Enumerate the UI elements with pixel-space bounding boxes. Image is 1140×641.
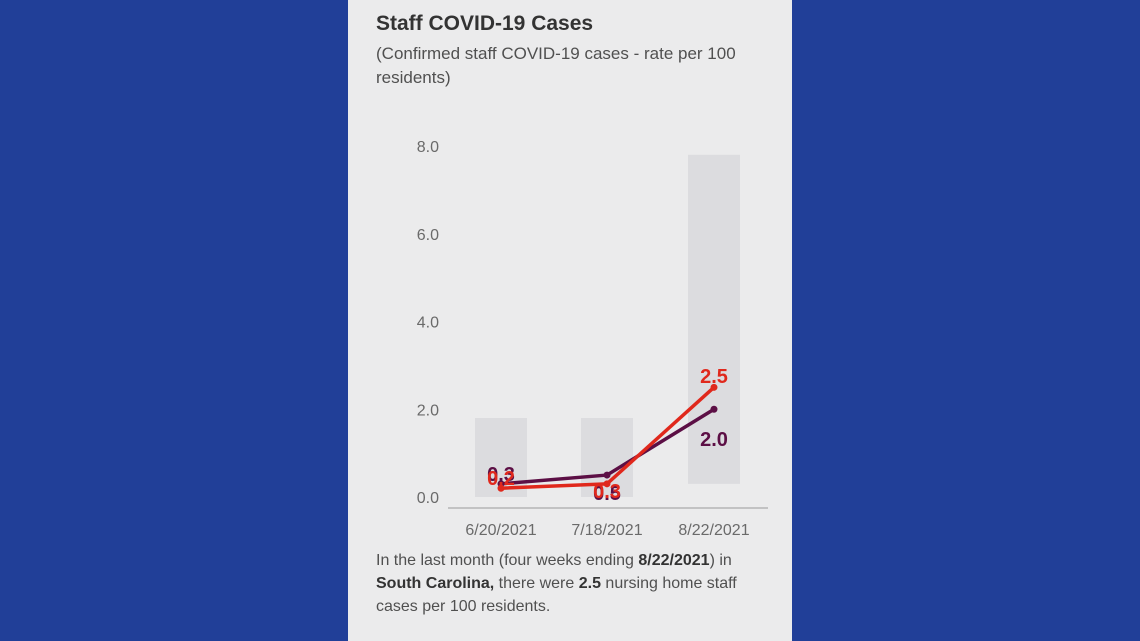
chart-footnote: In the last month (four weeks ending 8/2… [376, 549, 776, 618]
range-bar [688, 154, 740, 484]
y-tick-label: 2.0 [417, 402, 439, 419]
data-label: 0.2 [487, 468, 515, 490]
data-label: 0.3 [593, 481, 621, 503]
footnote-text-3: there were [494, 575, 579, 592]
footnote-date: 8/22/2021 [638, 552, 710, 569]
data-label: 2.5 [700, 366, 728, 388]
data-label: 0.5 [593, 483, 621, 505]
chart-title: Staff COVID-19 Cases [376, 12, 594, 35]
chart-card: Staff COVID-19 Cases (Confirmed staff CO… [348, 0, 792, 641]
y-tick-label: 6.0 [417, 227, 439, 244]
x-tick-label: 6/20/2021 [465, 522, 536, 539]
data-point [497, 484, 505, 492]
data-label: 2.0 [700, 429, 728, 451]
data-point [603, 480, 611, 488]
data-label: 0.3 [487, 464, 515, 486]
footnote-text-2: ) in [709, 552, 732, 569]
y-tick-label: 8.0 [417, 139, 439, 156]
footnote-value: 2.5 [578, 575, 601, 592]
footnote-text-4: nursing home staff cases per 100 residen… [376, 575, 737, 615]
footnote-text-1: In the last month (four weeks ending [376, 552, 639, 569]
y-tick-label: 0.0 [417, 490, 439, 507]
y-tick-label: 4.0 [417, 315, 439, 332]
footnote-state: South Carolina, [376, 575, 495, 592]
x-tick-label: 7/18/2021 [571, 522, 642, 539]
chart-subtitle: (Confirmed staff COVID-19 cases - rate p… [376, 44, 736, 87]
line-chart: 0.0 2.0 4.0 6.0 8.0 6/20/2021 7/18/2021 8/22/20… [417, 139, 768, 539]
data-point [710, 405, 718, 413]
data-point [710, 383, 718, 391]
x-tick-label: 8/22/2021 [678, 522, 749, 539]
data-point [603, 471, 611, 479]
